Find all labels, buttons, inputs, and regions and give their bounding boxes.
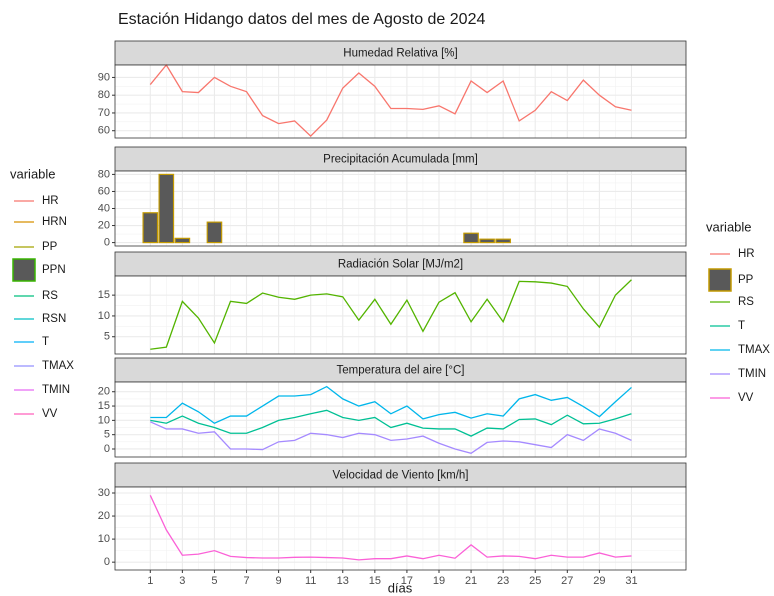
x-tick-label: 25: [529, 575, 541, 587]
y-tick-label: 0: [104, 556, 110, 568]
y-tick-label: 15: [98, 400, 110, 412]
y-tick-label: 0: [104, 443, 110, 455]
legend-label: VV: [42, 408, 58, 420]
bar: [174, 237, 191, 244]
y-tick-label: 60: [98, 125, 110, 137]
strip: [114, 251, 687, 277]
bar: [479, 238, 495, 244]
panel: [115, 382, 686, 457]
y-tick-label: 20: [98, 386, 110, 398]
y-tick-label: 10: [98, 414, 110, 426]
panel: [115, 487, 686, 570]
x-tick-label: 5: [211, 575, 217, 587]
x-tick-label: 29: [593, 575, 605, 587]
line: [150, 279, 632, 350]
panel-border: [114, 64, 687, 139]
bar: [142, 212, 159, 244]
strip: [114, 462, 687, 488]
chart-title: Estación Hidango datos del mes de Agosto…: [118, 11, 485, 28]
y-tick-label: 80: [98, 89, 110, 101]
y-tick-label: 10: [98, 533, 110, 545]
strip-label: Humedad Relativa [%]: [343, 48, 457, 60]
line: [149, 63, 632, 137]
legend-key: [12, 258, 36, 282]
strip-label: Radiación Solar [MJ/m2]: [338, 259, 463, 271]
x-tick-label: 21: [465, 575, 477, 587]
x-tick-label: 9: [276, 575, 282, 587]
legend-label: PP: [42, 241, 58, 253]
legend-label: T: [738, 320, 745, 332]
legend-title: variable: [706, 219, 752, 234]
x-tick-label: 17: [401, 575, 413, 587]
y-tick-label: 5: [104, 331, 110, 343]
legend-label: TMAX: [738, 344, 770, 356]
y-tick-label: 15: [98, 289, 110, 301]
panel: [115, 65, 686, 138]
legend-label: T: [42, 336, 49, 348]
line: [150, 421, 632, 454]
y-tick-label: 70: [98, 107, 110, 119]
x-axis-label: días: [388, 580, 413, 595]
x-tick-label: 3: [179, 575, 185, 587]
y-tick-label: 40: [98, 202, 110, 214]
y-tick-label: 30: [98, 487, 110, 499]
legend-label: PP: [738, 274, 754, 286]
y-tick-label: 20: [98, 219, 110, 231]
strip-label: Velocidad de Viento [km/h]: [333, 470, 469, 482]
panel: [115, 276, 686, 354]
x-tick-label: 13: [337, 575, 349, 587]
panel-border: [114, 170, 687, 247]
bar: [158, 173, 175, 244]
legend-label: HR: [738, 248, 755, 260]
legend-title: variable: [10, 166, 56, 181]
x-tick-label: 23: [497, 575, 509, 587]
x-tick-label: 27: [561, 575, 573, 587]
y-tick-label: 60: [98, 185, 110, 197]
x-tick-label: 19: [433, 575, 445, 587]
panel-border: [114, 486, 687, 571]
legend-label: HR: [42, 195, 59, 207]
legend-label: RSN: [42, 313, 66, 325]
y-tick-label: 90: [98, 71, 110, 83]
x-tick-label: 15: [369, 575, 381, 587]
bar: [463, 232, 479, 244]
legend-label: HRN: [42, 216, 67, 228]
bar: [495, 238, 511, 244]
line: [150, 385, 632, 424]
strip-label: Precipitación Acumulada [mm]: [323, 154, 478, 166]
line: [150, 409, 632, 437]
legend-key: [708, 268, 732, 292]
strip: [114, 146, 687, 172]
x-tick-label: 31: [625, 575, 637, 587]
legend-label: TMAX: [42, 360, 74, 372]
y-tick-label: 80: [98, 168, 110, 180]
legend-label: VV: [738, 392, 754, 404]
panel-border: [114, 275, 687, 355]
y-tick-label: 10: [98, 310, 110, 322]
legend-label: TMIN: [42, 384, 70, 396]
x-tick-label: 11: [305, 575, 316, 587]
strip-label: Temperatura del aire [°C]: [337, 365, 465, 377]
y-tick-label: 20: [98, 510, 110, 522]
y-tick-label: 5: [104, 429, 110, 441]
legend-label: RS: [42, 290, 58, 302]
legend-label: RS: [738, 296, 754, 308]
x-tick-label: 1: [147, 575, 153, 587]
x-tick-label: 7: [243, 575, 249, 587]
panel-border: [114, 381, 687, 458]
strip: [114, 40, 687, 66]
y-tick-label: 0: [104, 236, 110, 248]
strip: [114, 357, 687, 383]
legend-label: TMIN: [738, 368, 766, 380]
line: [149, 495, 632, 561]
legend-label: PPN: [42, 264, 66, 276]
bar: [206, 221, 223, 244]
